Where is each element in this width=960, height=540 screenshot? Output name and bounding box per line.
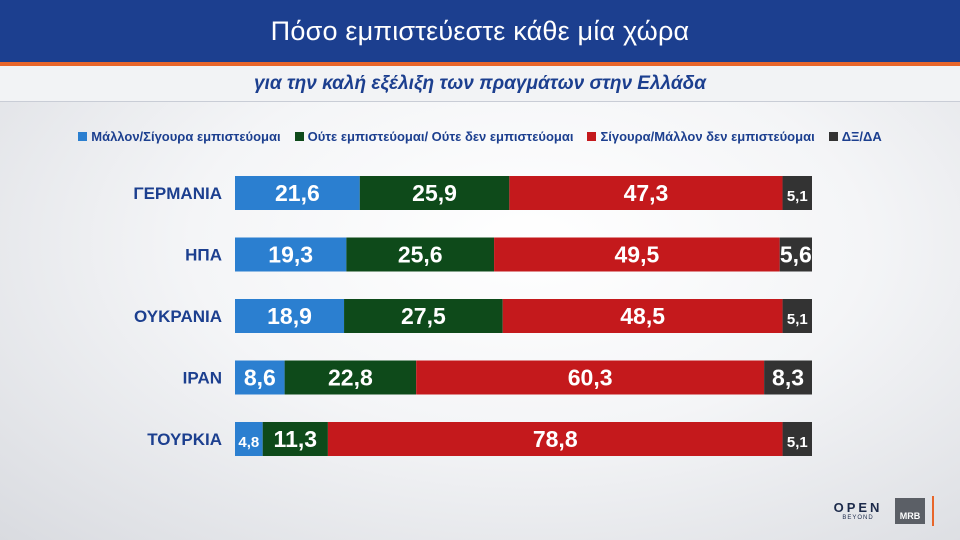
bar-segment — [344, 299, 503, 333]
data-label: 22,8 — [328, 365, 373, 391]
open-beyond-logo: OPEN BEYOND — [828, 500, 888, 530]
chart-title: Πόσο εμπιστεύεστε κάθε μία χώρα — [270, 15, 690, 46]
data-label: 19,3 — [268, 242, 313, 268]
data-label: 49,5 — [614, 242, 659, 268]
data-label: 47,3 — [624, 180, 669, 206]
bar-segment — [235, 237, 347, 272]
data-label: 4,8 — [238, 434, 259, 451]
data-label: 5,1 — [787, 311, 808, 328]
bar-segment — [235, 422, 263, 456]
legend-swatch-dk — [828, 131, 838, 141]
data-label: 8,3 — [772, 365, 804, 391]
data-label: 5,6 — [780, 242, 812, 268]
category-label: ΟΥΚΡΑΝΙΑ — [134, 307, 222, 326]
legend-label-trust: Μάλλον/Σίγουρα εμπιστεύομαι — [91, 128, 281, 144]
chart-subtitle: για την καλή εξέλιξη των πραγμάτων στην … — [253, 72, 706, 94]
legend-item-dk: ΔΞ/ΔΑ — [828, 128, 882, 144]
data-label: 27,5 — [401, 303, 446, 329]
header-bar: Πόσο εμπιστεύεστε κάθε μία χώρα — [0, 0, 960, 62]
bar-segment — [235, 299, 345, 333]
data-label: 25,6 — [398, 242, 443, 268]
category-label: ΤΟΥΡΚΙΑ — [147, 430, 222, 449]
data-label: 78,8 — [533, 426, 578, 452]
data-label: 5,1 — [787, 434, 808, 451]
legend-item-neutral: Ούτε εμπιστεύομαι/ Ούτε δεν εμπιστεύομαι — [294, 128, 574, 144]
data-label: 48,5 — [620, 303, 665, 329]
beyond-logo-text: BEYOND — [842, 515, 874, 521]
category-label: ΙΡΑΝ — [183, 369, 222, 388]
bar-segment — [502, 299, 783, 333]
bar-segment — [235, 360, 285, 395]
bar-segment — [327, 422, 783, 456]
legend-label-neutral: Ούτε εμπιστεύομαι/ Ούτε δεν εμπιστεύομαι — [307, 128, 574, 144]
data-label: 21,6 — [275, 180, 320, 206]
legend-swatch-distrust — [587, 131, 597, 141]
bar-segment — [782, 176, 812, 210]
bar-segment — [494, 237, 780, 272]
legend-label-distrust: Σίγουρα/Μάλλον δεν εμπιστεύομαι — [600, 128, 815, 144]
bar-segment — [416, 360, 765, 395]
data-label: 8,6 — [244, 365, 276, 391]
logo-divider — [932, 496, 934, 526]
bar-segment — [779, 237, 812, 272]
bar-segment — [509, 176, 783, 210]
bar-segment — [359, 176, 510, 210]
accent-divider — [0, 62, 960, 66]
open-logo-text: OPEN — [833, 500, 883, 515]
mrb-logo: MRB — [895, 498, 925, 524]
bar-segment — [284, 360, 417, 395]
data-label: 11,3 — [274, 426, 318, 452]
bar-segment — [235, 176, 360, 210]
subtitle-bar: για την καλή εξέλιξη των πραγμάτων στην … — [0, 66, 960, 102]
bar-segment — [346, 237, 495, 272]
bar-segment — [262, 422, 328, 456]
legend: Μάλλον/Σίγουρα εμπιστεύομαι Ούτε εμπιστε… — [0, 126, 960, 146]
mrb-logo-text: MRB — [899, 511, 921, 521]
legend-item-trust: Μάλλον/Σίγουρα εμπιστεύομαι — [78, 128, 281, 144]
data-label: 5,1 — [787, 188, 808, 205]
data-label: 18,9 — [267, 303, 312, 329]
category-label: ΗΠΑ — [185, 246, 222, 265]
legend-item-distrust: Σίγουρα/Μάλλον δεν εμπιστεύομαι — [587, 128, 815, 144]
data-label: 60,3 — [568, 365, 613, 391]
data-label: 25,9 — [412, 180, 457, 206]
legend-label-dk: ΔΞ/ΔΑ — [841, 128, 882, 144]
category-label: ΓΕΡΜΑΝΙΑ — [133, 184, 222, 203]
bar-segment — [782, 422, 812, 456]
bar-segment — [764, 360, 812, 395]
legend-swatch-neutral — [294, 131, 304, 141]
bar-segment — [782, 299, 812, 333]
legend-swatch-trust — [78, 131, 88, 141]
